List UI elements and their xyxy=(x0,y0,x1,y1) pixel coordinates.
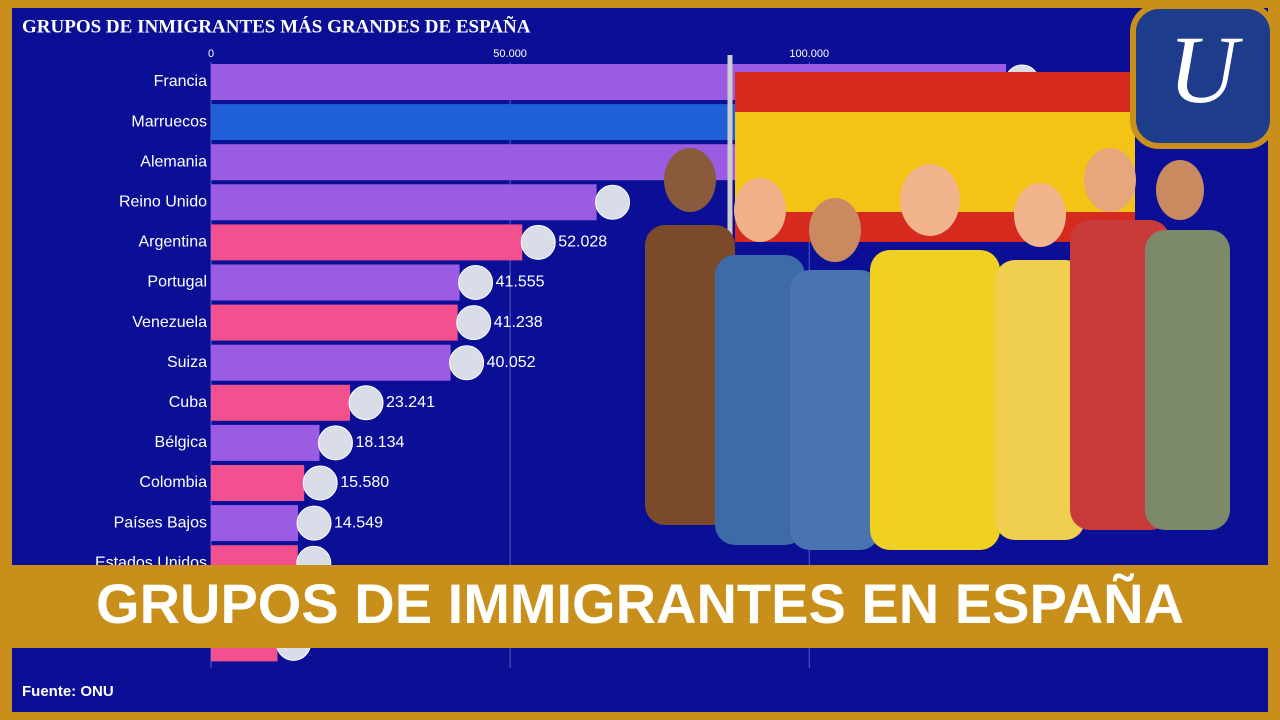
banner xyxy=(0,565,1280,648)
bar xyxy=(211,505,299,542)
flag-stripe xyxy=(735,72,1135,112)
logo xyxy=(1130,3,1276,149)
value-label: 52.028 xyxy=(558,234,607,251)
bar xyxy=(211,184,597,221)
y-tick-label: Argentina xyxy=(139,234,208,251)
flag-icon xyxy=(296,505,332,541)
value-label: 41.238 xyxy=(494,314,543,331)
flag-icon xyxy=(348,385,384,421)
value-label: 41.555 xyxy=(496,274,545,291)
bar xyxy=(211,224,523,261)
flag-icon xyxy=(449,345,485,381)
value-label: 18.134 xyxy=(355,434,404,451)
bar xyxy=(211,384,351,421)
y-tick-label: Portugal xyxy=(147,274,207,291)
chart-title: GRUPOS DE INMIGRANTES MÁS GRANDES DE ESP… xyxy=(22,15,531,37)
y-tick-label: Colombia xyxy=(139,474,207,491)
flag-icon xyxy=(520,224,556,260)
y-tick-label: Suiza xyxy=(167,354,207,371)
bar xyxy=(211,344,451,381)
bar xyxy=(211,424,320,461)
bar xyxy=(211,264,460,301)
bar xyxy=(211,465,305,501)
illustration xyxy=(645,55,1230,550)
bar xyxy=(211,304,458,341)
y-tick-label: Venezuela xyxy=(132,314,207,331)
y-tick-label: Marruecos xyxy=(131,113,207,130)
source: Fuente: ONU xyxy=(22,683,114,700)
logo-text: U xyxy=(1168,16,1243,123)
flag-icon xyxy=(317,425,353,461)
y-tick-label: Alemania xyxy=(140,153,207,170)
flag-icon xyxy=(458,265,494,300)
flag-icon xyxy=(456,305,492,341)
x-tick-label: 50.000 xyxy=(493,48,527,60)
y-tick-label: Bélgica xyxy=(155,434,208,451)
people xyxy=(645,148,1230,550)
flag-icon xyxy=(595,184,631,220)
banner-title: GRUPOS DE IMMIGRANTES EN ESPAÑA xyxy=(96,572,1184,635)
x-tick-label: 100.000 xyxy=(789,48,829,60)
value-label: 23.241 xyxy=(386,394,435,411)
y-tick-label: Cuba xyxy=(169,394,207,411)
value-label: 14.549 xyxy=(334,514,383,531)
flag-icon xyxy=(302,465,338,501)
y-tick-label: Reino Unido xyxy=(119,194,207,211)
y-tick-label: Países Bajos xyxy=(114,514,207,531)
value-label: 40.052 xyxy=(487,354,536,371)
x-tick-label: 0 xyxy=(208,48,214,60)
y-tick-label: Francia xyxy=(154,73,207,90)
value-label: 15.580 xyxy=(340,474,389,491)
